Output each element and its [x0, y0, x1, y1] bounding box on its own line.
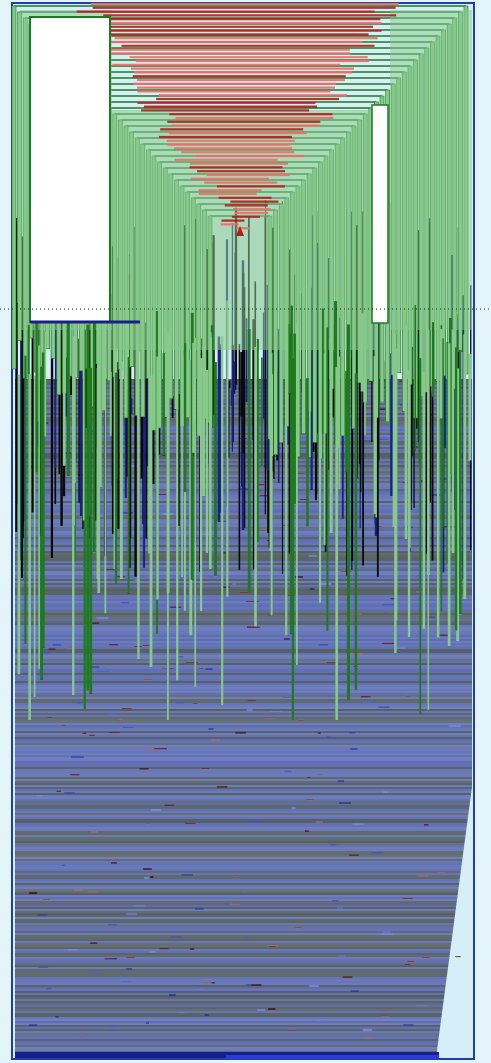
bracket-fill: [110, 110, 378, 350]
leaf-base-accent: [226, 1055, 439, 1059]
block-layer: [29, 16, 389, 324]
cone-apex: [236, 226, 244, 236]
bracket-leg: [11, 5, 17, 370]
root-cone-layer: [76, 2, 399, 236]
bracket-fill-right: [390, 10, 472, 330]
left-white-block: [29, 16, 111, 323]
right-white-block: [371, 104, 389, 324]
